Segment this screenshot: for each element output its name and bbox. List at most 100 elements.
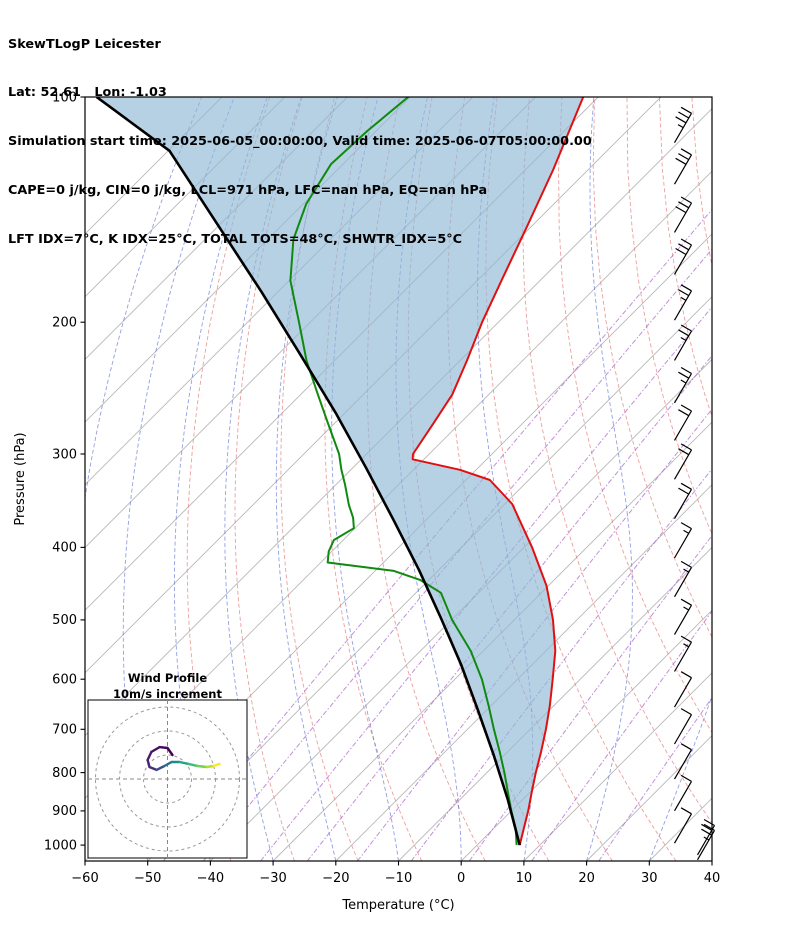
wind-barb-feather bbox=[680, 522, 692, 530]
isotherm-line bbox=[147, 296, 712, 861]
page-title: SkewTLogP Leicester bbox=[8, 36, 161, 52]
isotherm-line bbox=[85, 97, 223, 235]
hodograph-trace-segment bbox=[158, 745, 169, 750]
pressure-tick-label: 800 bbox=[52, 766, 77, 781]
wind-barb-feather bbox=[678, 111, 690, 119]
moist-adiabat-line bbox=[275, 97, 338, 861]
hodograph-trace-segment bbox=[178, 760, 190, 766]
cape-shaded-region bbox=[96, 97, 584, 846]
wind-barb-feather bbox=[680, 238, 692, 246]
wind-barb-feather bbox=[675, 206, 687, 214]
wind-barb-feather bbox=[680, 443, 692, 451]
moist-adiabat-line bbox=[395, 97, 462, 861]
hodograph-ring bbox=[119, 730, 216, 828]
dry-adiabat-line bbox=[447, 97, 613, 861]
wind-barb-half-feather bbox=[680, 336, 687, 342]
wind-barb-feather bbox=[701, 828, 713, 836]
wind-barb-half-feather bbox=[680, 379, 687, 384]
temperature-tick-label: −40 bbox=[197, 871, 224, 886]
temperature-tick-label: −50 bbox=[134, 871, 161, 886]
hodograph-trace-segment bbox=[187, 762, 199, 768]
moist-adiabat-line bbox=[648, 694, 712, 861]
dry-adiabat-line bbox=[626, 97, 712, 535]
y-axis-label: Pressure (hPa) bbox=[13, 432, 28, 525]
wind-barb-feather bbox=[678, 289, 690, 297]
wind-barb-feather bbox=[680, 482, 692, 490]
mixing-ratio-line bbox=[163, 208, 712, 861]
pressure-tick-label: 500 bbox=[52, 613, 77, 628]
wind-barb-staff bbox=[673, 677, 693, 708]
wind-barb-feather bbox=[678, 409, 690, 417]
wind-barb-feather bbox=[678, 448, 690, 456]
wind-barb-feather bbox=[680, 196, 692, 204]
wind-barb-staff bbox=[673, 813, 693, 844]
wind-barb-feather bbox=[680, 671, 692, 679]
wind-barb-feather bbox=[678, 201, 690, 209]
wind-barb-half-feather bbox=[680, 296, 687, 301]
wind-barb-half-feather bbox=[683, 606, 690, 611]
isotherm-line bbox=[210, 358, 712, 861]
wind-barb-feather bbox=[678, 329, 690, 337]
lat-lon-line: Lat: 52.61 Lon: -1.03 bbox=[8, 85, 167, 101]
wind-barb-half-feather bbox=[683, 643, 690, 648]
wind-barb-feather bbox=[680, 366, 692, 375]
wind-barb-feather bbox=[701, 823, 713, 831]
dry-adiabat-line bbox=[658, 97, 712, 418]
mixing-ratio-line bbox=[598, 696, 712, 861]
indices-line-2: LFT IDX=7°C, K IDX=25°C, TOTAL TOTS=48°C… bbox=[8, 232, 463, 248]
dry-adiabat-line bbox=[324, 97, 423, 861]
hodograph-trace-segment bbox=[150, 745, 161, 754]
temperature-tick-label: 20 bbox=[578, 871, 595, 886]
wind-barb-feather bbox=[678, 243, 690, 251]
parcel-profile-line bbox=[95, 97, 521, 846]
hodograph-inset bbox=[87, 699, 248, 859]
hodograph-title-line1: Wind Profile bbox=[128, 671, 208, 685]
hodograph-ring bbox=[95, 706, 240, 852]
isotherm-line bbox=[523, 672, 712, 861]
hodograph-title-line2: 10m/s increment bbox=[113, 687, 222, 701]
hodograph-ring bbox=[143, 754, 192, 804]
temperature-tick-label: −60 bbox=[71, 871, 98, 886]
pressure-tick-label: 400 bbox=[52, 541, 77, 556]
isotherm-line bbox=[460, 609, 712, 861]
wind-barb-feather bbox=[675, 157, 687, 165]
wind-barb-feather bbox=[680, 284, 692, 292]
temperature-tick-label: 30 bbox=[641, 871, 658, 886]
wind-barb-feather bbox=[678, 487, 690, 495]
pressure-tick-label: 100 bbox=[52, 90, 77, 105]
wind-barb-feather bbox=[680, 404, 692, 412]
x-axis-label: Temperature (°C) bbox=[341, 898, 454, 913]
wind-barb-feather bbox=[680, 807, 692, 815]
wind-barb-feather bbox=[680, 774, 692, 782]
pressure-tick-label: 300 bbox=[52, 447, 77, 462]
hodograph-trace-segment bbox=[155, 764, 166, 772]
moist-adiabat-line bbox=[85, 97, 203, 861]
pressure-tick-label: 200 bbox=[52, 316, 77, 331]
isotherm-line bbox=[711, 860, 712, 861]
wind-barb-feather bbox=[703, 818, 715, 827]
wind-barb-feather bbox=[680, 106, 692, 114]
moist-adiabat-line bbox=[711, 859, 712, 861]
wind-barbs bbox=[673, 106, 716, 861]
temperature-tick-label: −20 bbox=[322, 871, 349, 886]
moist-adiabat-line bbox=[586, 97, 633, 861]
mixing-ratio-line bbox=[531, 610, 712, 861]
dry-adiabat-line bbox=[789, 97, 794, 861]
isotherm-line bbox=[85, 97, 286, 298]
dry-adiabat-line bbox=[757, 97, 794, 861]
wind-barb-feather bbox=[675, 247, 687, 256]
indices-line-1: CAPE=0 j/kg, CIN=0 j/kg, LCL=971 hPa, LF… bbox=[8, 183, 488, 199]
moist-adiabat-line bbox=[224, 97, 302, 861]
mixing-ratio-line bbox=[410, 468, 712, 861]
temperature-tick-label: −10 bbox=[385, 871, 412, 886]
hodograph-trace-segment bbox=[146, 750, 153, 762]
wind-barb-feather bbox=[678, 371, 690, 379]
isotherm-line bbox=[586, 734, 712, 861]
mixing-ratio-line bbox=[468, 534, 712, 861]
dry-adiabat-line bbox=[691, 97, 712, 269]
wind-barb-half-feather bbox=[683, 568, 690, 573]
wind-barb-half-feather bbox=[703, 836, 710, 841]
temperature-profile-line bbox=[411, 97, 585, 846]
mixing-ratio-line bbox=[203, 248, 712, 861]
